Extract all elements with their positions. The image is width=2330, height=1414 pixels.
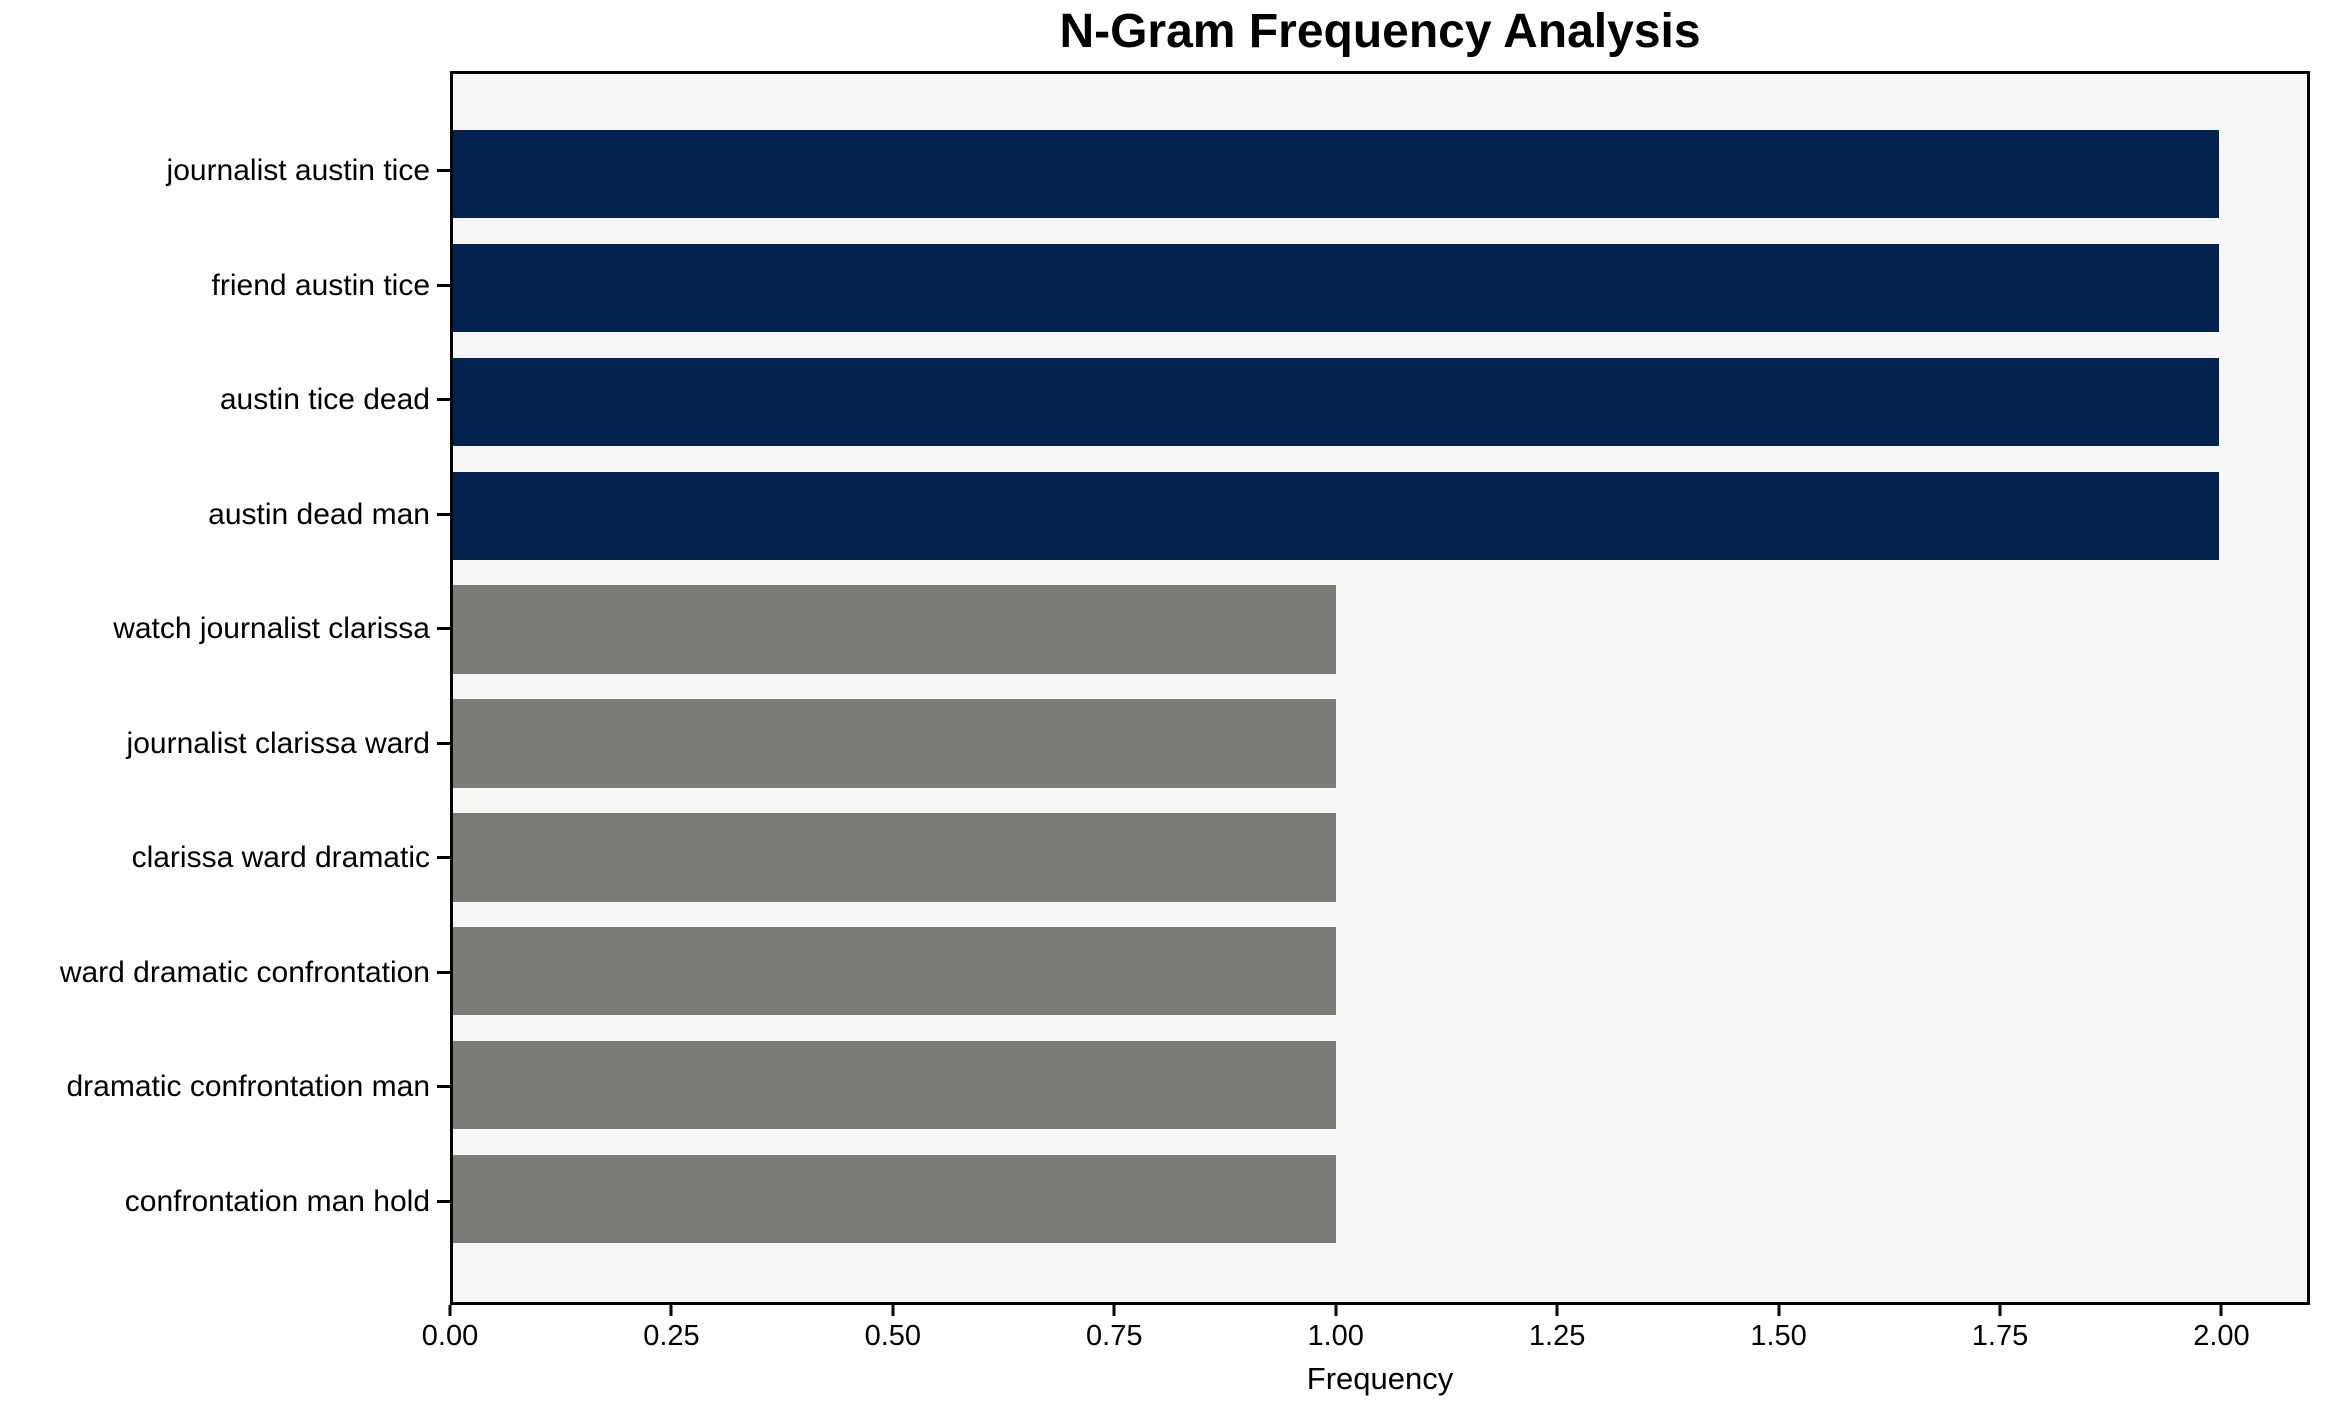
y-label-row: dramatic confrontation man <box>0 1030 452 1145</box>
y-label-row: journalist austin tice <box>0 114 452 229</box>
x-tick-mark <box>1555 1305 1559 1316</box>
y-tick-label: journalist austin tice <box>166 154 430 188</box>
x-tick-mark <box>669 1305 673 1316</box>
y-label-row: ward dramatic confrontation <box>0 916 452 1031</box>
y-tick-label: austin tice dead <box>219 383 430 417</box>
x-tick-label: 0.50 <box>864 1320 922 1352</box>
y-label-row: confrontation man hold <box>0 1145 452 1260</box>
y-tick-label: watch journalist clarissa <box>113 612 430 646</box>
y-tick-mark <box>437 512 452 516</box>
y-tick-label: ward dramatic confrontation <box>59 955 430 989</box>
bar-row <box>453 687 2307 801</box>
y-label-row: austin dead man <box>0 458 452 573</box>
y-tick-label: friend austin tice <box>211 268 430 302</box>
bar <box>453 927 1336 1016</box>
bar-row <box>453 345 2307 459</box>
bar <box>453 129 2219 219</box>
y-tick-mark <box>437 741 452 745</box>
chart-title: N-Gram Frequency Analysis <box>1059 5 1701 58</box>
bar <box>453 1041 1336 1130</box>
bar-row <box>453 1142 2307 1256</box>
x-tick-label: 1.75 <box>1971 1320 2029 1352</box>
bar <box>453 243 2219 332</box>
y-axis-labels: journalist austin tice friend austin tice… <box>0 114 452 1260</box>
y-tick-mark <box>437 1199 452 1203</box>
y-label-row: clarissa ward dramatic <box>0 801 452 916</box>
x-tick-label: 0.25 <box>643 1320 700 1352</box>
y-tick-label: austin dead man <box>208 497 430 531</box>
y-tick-mark <box>437 970 452 974</box>
bars-container <box>453 117 2307 1256</box>
bar-row <box>453 459 2307 573</box>
bar <box>453 357 2219 446</box>
bar-row <box>453 914 2307 1028</box>
x-tick-mark <box>448 1305 452 1316</box>
x-tick-mark <box>891 1305 895 1316</box>
x-tick-mark <box>2219 1305 2223 1316</box>
plot-area <box>450 71 2310 1305</box>
x-tick-mark <box>1334 1305 1338 1316</box>
y-tick-mark <box>437 627 452 631</box>
y-label-row: austin tice dead <box>0 343 452 458</box>
bar <box>453 1154 1336 1244</box>
bar-row <box>453 117 2307 231</box>
x-tick-mark <box>1998 1305 2002 1316</box>
bar <box>453 471 2219 560</box>
y-label-row: journalist clarissa ward <box>0 687 452 802</box>
x-tick-mark <box>1777 1305 1781 1316</box>
bar <box>453 585 1336 674</box>
bar <box>453 813 1336 902</box>
y-tick-label: journalist clarissa ward <box>126 726 430 760</box>
bar-row <box>453 231 2307 345</box>
x-tick-label: 1.25 <box>1528 1320 1586 1352</box>
bar-row <box>453 1028 2307 1142</box>
x-tick-label: 1.00 <box>1307 1320 1364 1352</box>
y-tick-label: dramatic confrontation man <box>66 1070 430 1104</box>
x-tick-label: 1.50 <box>1750 1320 1807 1352</box>
y-tick-label: clarissa ward dramatic <box>131 841 430 875</box>
bar-row <box>453 573 2307 687</box>
y-tick-mark <box>437 283 452 287</box>
x-tick-label: 0.75 <box>1086 1320 1143 1352</box>
y-tick-mark <box>437 1085 452 1089</box>
y-tick-label: confrontation man hold <box>124 1184 430 1218</box>
x-tick-mark <box>1112 1305 1116 1316</box>
y-tick-mark <box>437 856 452 860</box>
x-axis: 0.00 0.25 0.50 0.75 1.00 1.25 1.50 1.75 2.00 <box>422 1305 2310 1365</box>
bar <box>453 699 1336 788</box>
x-tick-label: 2.00 <box>2193 1320 2250 1352</box>
y-tick-mark <box>437 398 452 402</box>
x-tick-label: 0.00 <box>421 1320 479 1352</box>
bar-row <box>453 800 2307 914</box>
y-tick-mark <box>437 169 452 173</box>
x-axis-title: Frequency <box>1306 1361 1454 1396</box>
y-label-row: friend austin tice <box>0 229 452 344</box>
y-label-row: watch journalist clarissa <box>0 572 452 687</box>
